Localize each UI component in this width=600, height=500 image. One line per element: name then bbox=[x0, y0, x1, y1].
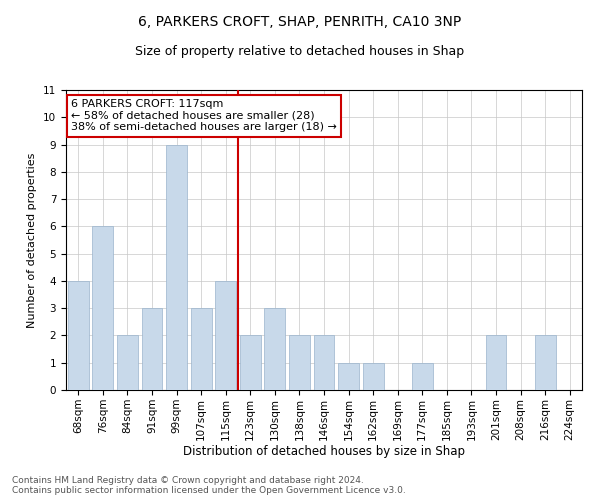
X-axis label: Distribution of detached houses by size in Shap: Distribution of detached houses by size … bbox=[183, 446, 465, 458]
Bar bbox=[289, 336, 310, 390]
Text: 6, PARKERS CROFT, SHAP, PENRITH, CA10 3NP: 6, PARKERS CROFT, SHAP, PENRITH, CA10 3N… bbox=[139, 15, 461, 29]
Bar bbox=[535, 336, 556, 390]
Bar bbox=[240, 336, 261, 390]
Bar bbox=[117, 336, 138, 390]
Bar bbox=[314, 336, 334, 390]
Text: Contains HM Land Registry data © Crown copyright and database right 2024.
Contai: Contains HM Land Registry data © Crown c… bbox=[12, 476, 406, 495]
Y-axis label: Number of detached properties: Number of detached properties bbox=[28, 152, 37, 328]
Bar bbox=[166, 144, 187, 390]
Bar bbox=[92, 226, 113, 390]
Bar bbox=[362, 362, 383, 390]
Bar bbox=[265, 308, 286, 390]
Bar bbox=[338, 362, 359, 390]
Bar bbox=[68, 281, 89, 390]
Bar bbox=[215, 281, 236, 390]
Bar bbox=[485, 336, 506, 390]
Bar bbox=[412, 362, 433, 390]
Text: 6 PARKERS CROFT: 117sqm
← 58% of detached houses are smaller (28)
38% of semi-de: 6 PARKERS CROFT: 117sqm ← 58% of detache… bbox=[71, 99, 337, 132]
Bar bbox=[191, 308, 212, 390]
Text: Size of property relative to detached houses in Shap: Size of property relative to detached ho… bbox=[136, 45, 464, 58]
Bar bbox=[142, 308, 163, 390]
